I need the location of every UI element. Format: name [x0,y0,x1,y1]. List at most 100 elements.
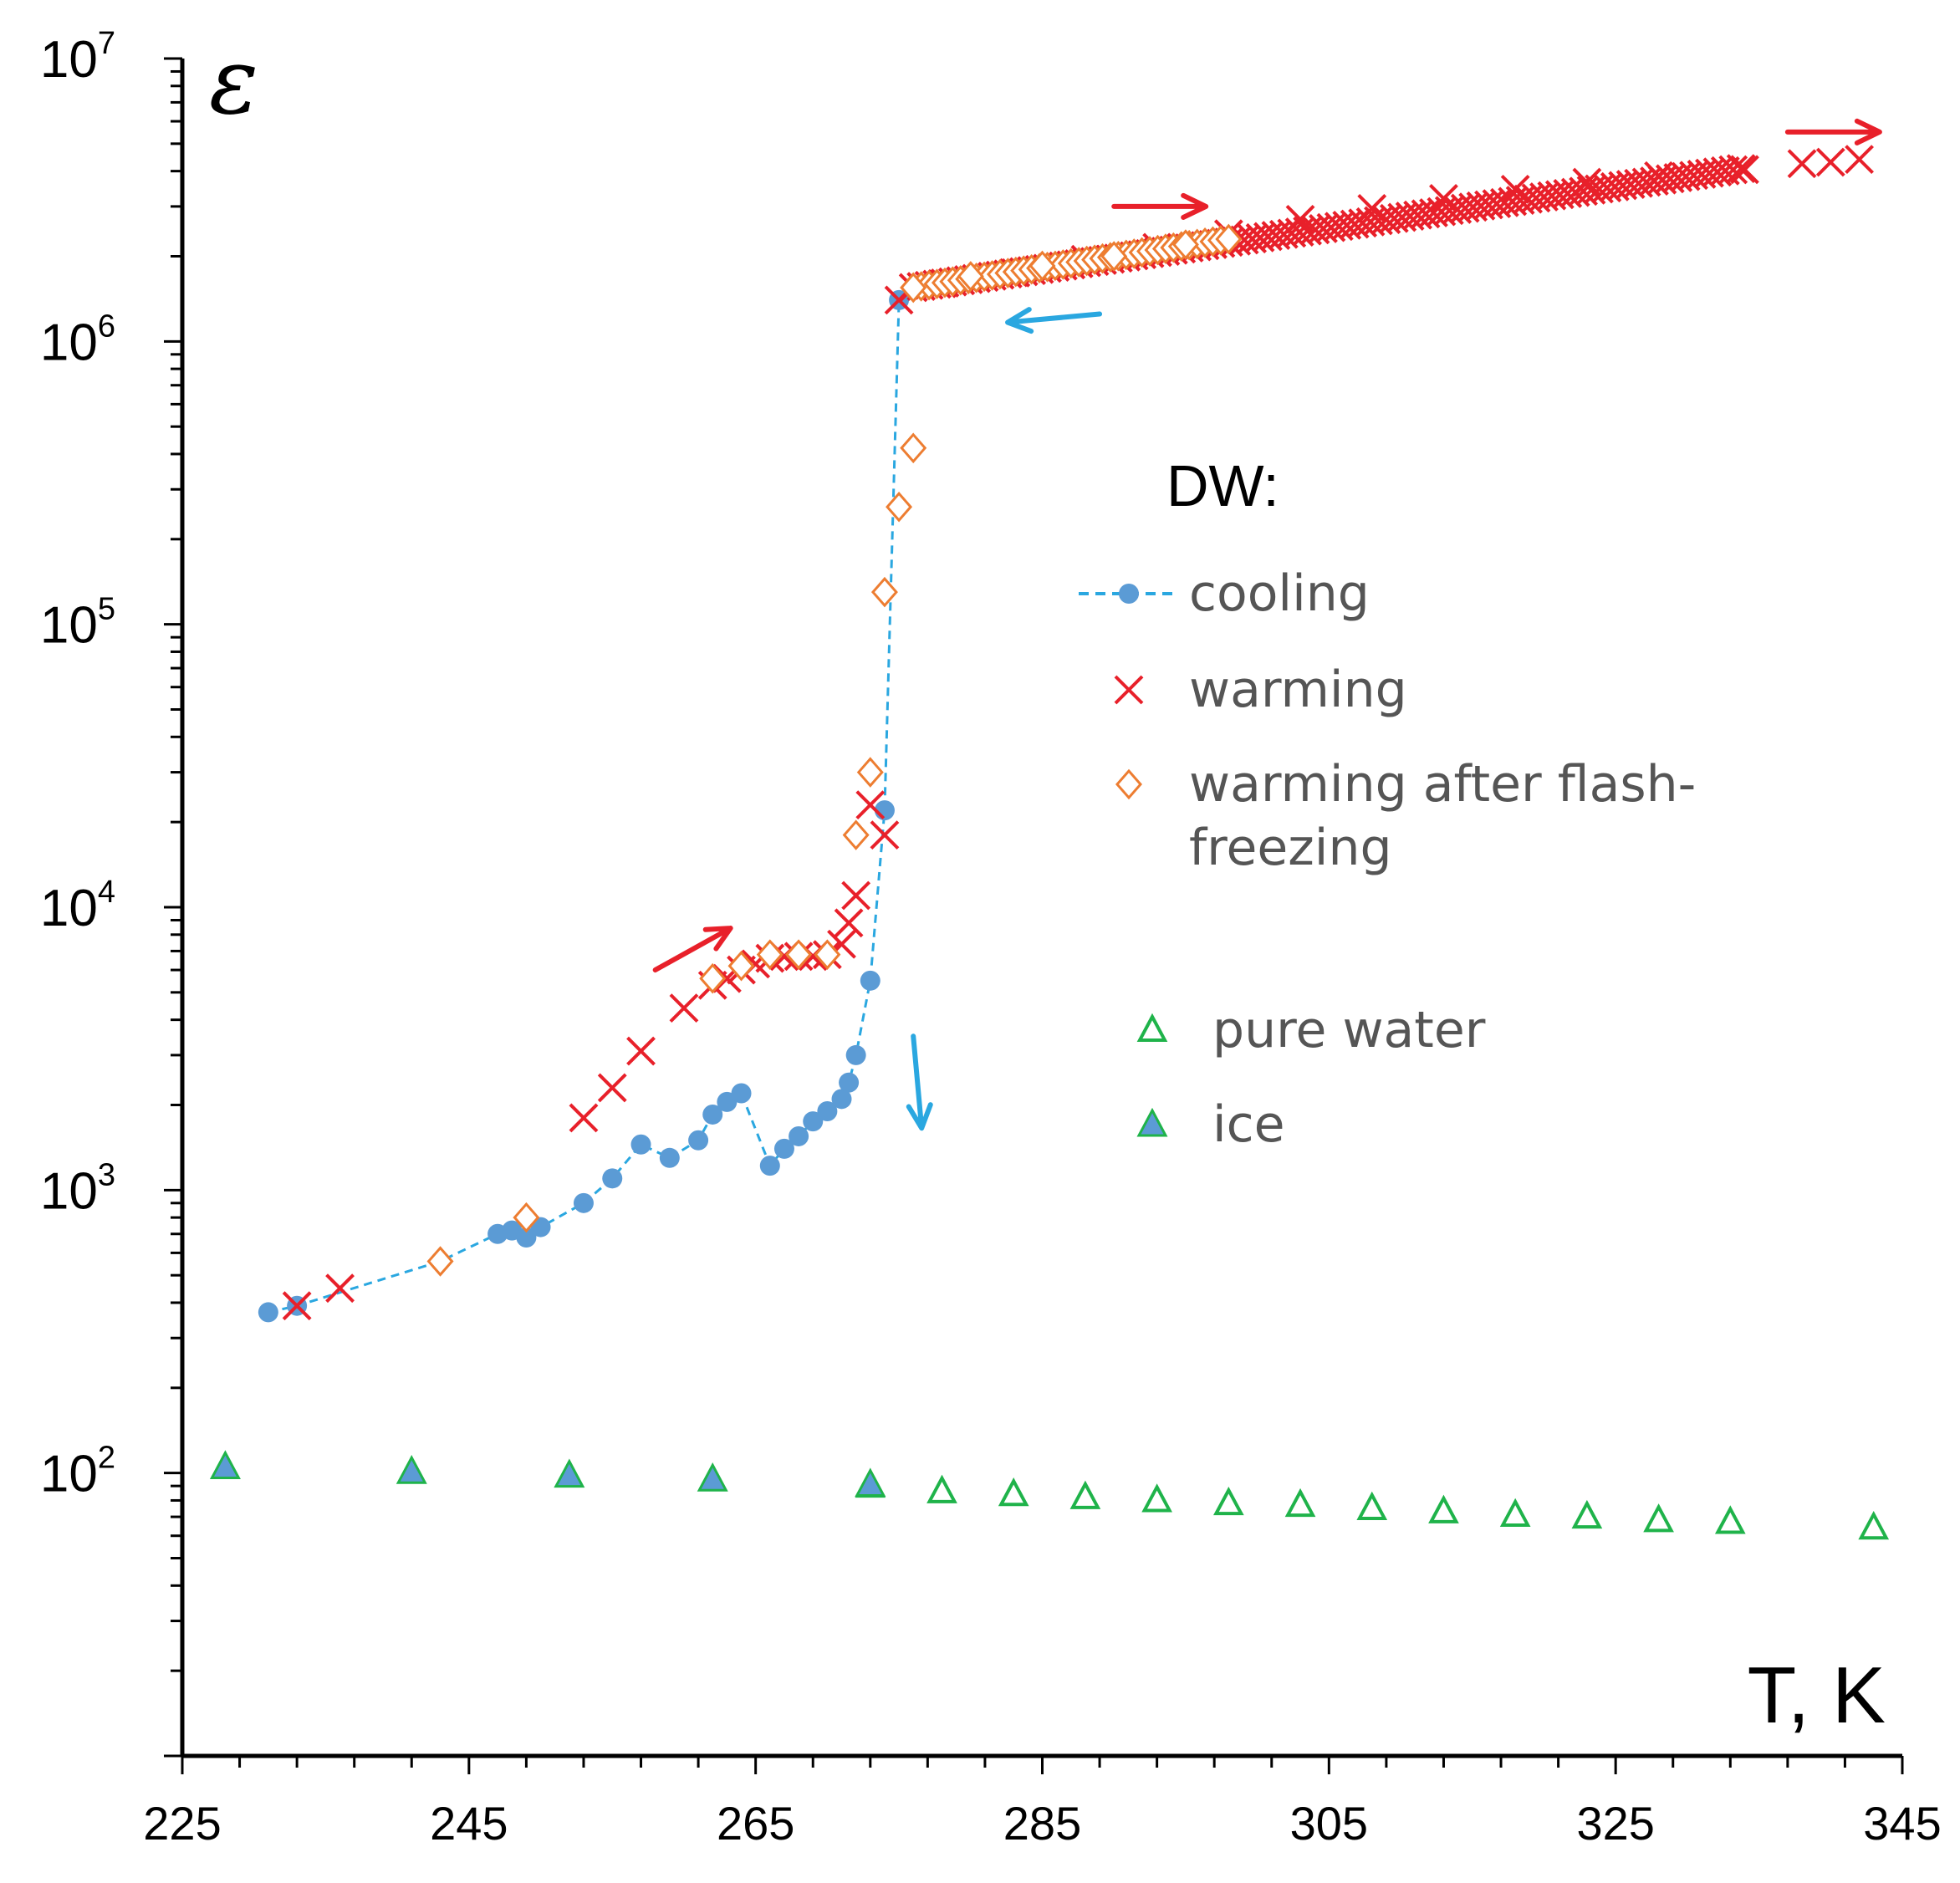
data-point [1171,229,1199,260]
data-point [834,908,864,938]
y-axis-title: ε [209,28,258,135]
data-point [1100,241,1128,272]
x-tick-label: 245 [430,1797,508,1850]
data-point [926,1474,957,1503]
legend-marker [1136,1107,1168,1137]
legend-label: warming [1189,661,1407,719]
data-point [569,1103,599,1133]
data-point [1858,1511,1890,1540]
series-pure-water [855,1468,1890,1540]
series-warming-after-flash-freezing [426,223,1243,1277]
x-axis-title: T, K [1748,1651,1886,1740]
data-point [870,820,900,850]
data-point [630,1134,651,1155]
data-point [856,757,884,788]
legend-entry: ice [1136,1095,1285,1154]
x-tick-label: 265 [717,1797,794,1850]
data-point [785,939,813,970]
data-point [1572,167,1602,197]
y-tick-label: 107 [40,26,115,89]
data-point [697,1462,728,1492]
data-point [998,1477,1029,1507]
data-point [669,993,699,1023]
data-point [731,1083,752,1104]
data-point [699,962,727,994]
data-point [1212,1486,1244,1516]
data-point [759,1156,780,1176]
legend-entry: pure water [1136,1001,1486,1059]
data-point [845,1044,866,1065]
data-point [1718,155,1748,185]
data-point [426,1246,454,1277]
data-point [1285,204,1315,234]
data-point [831,1089,852,1110]
data-point [957,261,984,292]
arrow-up-right [652,926,733,973]
legend-entry: warming [1114,661,1407,719]
data-point [1815,147,1845,177]
data-point [516,1227,537,1248]
data-point [841,880,871,911]
data-point [602,1168,623,1189]
data-point [1429,184,1458,213]
data-point [900,272,927,304]
axes-layer: 225 245 265 285 305 325 345 102 103 104 105 106 107 [40,26,1942,1850]
data-point [1726,154,1756,184]
data-point [839,1072,860,1093]
data-point [597,1073,627,1103]
data-point [860,970,880,991]
data-point [1028,250,1056,282]
data-point [1787,149,1817,179]
arrow-right [1784,118,1882,145]
x-tick-label: 305 [1290,1797,1368,1850]
data-point [842,819,870,850]
data-point [282,1291,312,1321]
data-point [1730,155,1759,185]
legend-label: ice [1212,1095,1285,1154]
data-point [814,939,841,970]
data-point [1571,1499,1603,1529]
annotation-layer [652,118,1882,1131]
data-point [1356,1491,1388,1520]
data-point [554,1458,585,1488]
data-point [573,1192,594,1213]
data-point [803,1111,824,1132]
legend-marker [1115,768,1142,800]
data-point [1499,1498,1531,1527]
data-point [1357,193,1387,223]
legend-marker [1114,675,1144,705]
legend-marker [1119,584,1139,604]
data-point [817,1101,838,1122]
data-point [789,1125,809,1146]
data-point [900,432,927,464]
x-tick-label: 225 [143,1797,221,1850]
legend-label: pure water [1212,1001,1486,1059]
arrow-down [906,1033,933,1131]
data-point [1845,145,1874,175]
data-point [1428,1494,1459,1523]
legend-marker [1136,1013,1168,1042]
data-point [1215,223,1243,255]
data-point [626,1036,656,1066]
data-point [886,491,913,523]
data-point [756,939,783,970]
data-point [1644,161,1674,191]
data-point [209,1450,241,1479]
data-point [1714,1505,1746,1534]
data-point [1284,1488,1316,1518]
arrow-left [1005,307,1103,334]
data-point [727,950,755,982]
data-point [1069,1480,1101,1509]
data-point [870,576,898,608]
legend-label: warming after flash-freezing [1189,755,1696,877]
data-point [258,1302,278,1323]
series-warming [282,145,1874,1321]
x-tick-label: 325 [1576,1797,1654,1850]
y-tick-label: 105 [40,592,115,655]
series-ice [209,1450,886,1498]
data-point [855,790,886,820]
y-tick-label: 106 [40,309,115,371]
data-point [513,1202,540,1233]
data-point [396,1455,427,1484]
